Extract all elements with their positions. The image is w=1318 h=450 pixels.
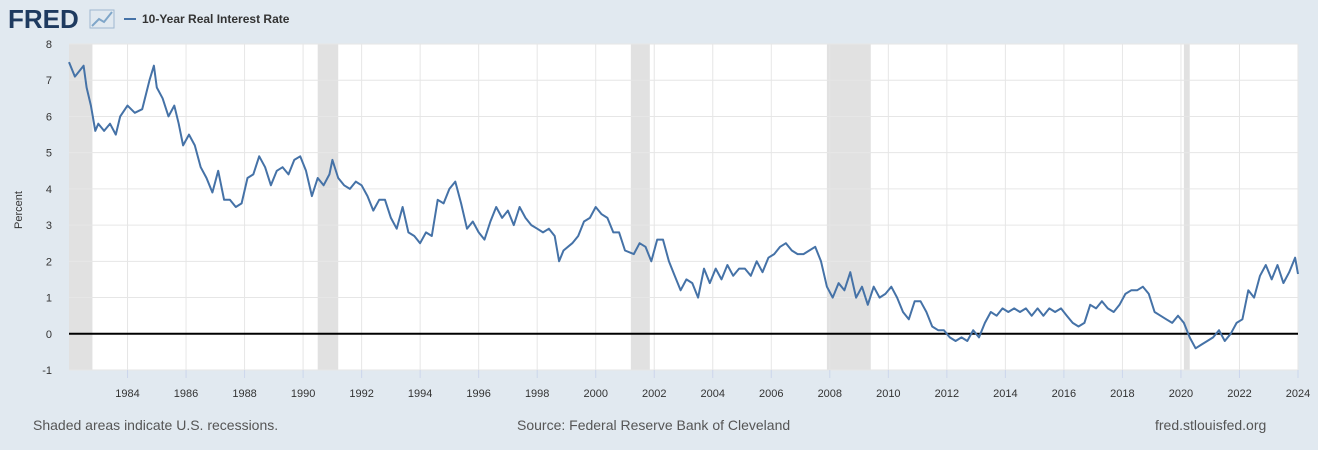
y-tick-label: 1 [46, 293, 52, 305]
x-tick-label: 1988 [232, 388, 256, 400]
recession-band [1183, 44, 1190, 370]
y-tick-label: 5 [46, 148, 52, 160]
y-tick-label: 7 [46, 75, 52, 87]
x-tick-label: 2018 [1110, 388, 1134, 400]
x-tick-label: 2006 [759, 388, 783, 400]
x-tick-label: 1986 [174, 388, 198, 400]
recession-band [69, 44, 93, 370]
x-tick-label: 2024 [1286, 388, 1310, 400]
x-tick-label: 1996 [466, 388, 490, 400]
x-tick-label: 2012 [935, 388, 959, 400]
series-line [68, 61, 1299, 350]
y-tick-label: 6 [46, 111, 52, 123]
y-axis-label: Percent [13, 191, 25, 229]
y-tick-label: 0 [46, 329, 52, 341]
source: Source: Federal Reserve Bank of Clevelan… [517, 417, 790, 433]
x-tick-label: 1994 [408, 388, 432, 400]
x-tick-label: 2002 [642, 388, 666, 400]
y-tick-label: 2 [46, 256, 52, 268]
y-tick-label: 3 [46, 220, 52, 232]
x-tick-label: 1984 [115, 388, 139, 400]
x-tick-label: 2020 [1169, 388, 1193, 400]
logo-icon-frame [89, 9, 115, 29]
x-tick-label: 2010 [876, 388, 900, 400]
x-tick-label: 2014 [993, 388, 1017, 400]
x-tick-label: 2000 [583, 388, 607, 400]
recession-band [317, 44, 339, 370]
y-tick-label: 4 [46, 184, 52, 196]
y-tick-label: -1 [42, 365, 52, 377]
logo[interactable]: FRED [8, 4, 79, 34]
x-tick-label: 2022 [1227, 388, 1251, 400]
site[interactable]: fred.stlouisfed.org [1155, 417, 1266, 433]
recession-band [630, 44, 650, 370]
plot-area [69, 44, 1298, 370]
legend-label: 10-Year Real Interest Rate [142, 12, 290, 26]
x-tick-label: 1992 [349, 388, 373, 400]
x-tick-label: 2016 [1052, 388, 1076, 400]
recession-note: Shaded areas indicate U.S. recessions. [33, 417, 278, 433]
x-tick-label: 1990 [291, 388, 315, 400]
x-tick-label: 1998 [525, 388, 549, 400]
logo-icon [91, 11, 113, 27]
y-tick-label: 8 [46, 39, 52, 51]
x-tick-label: 2008 [818, 388, 842, 400]
x-tick-label: 2004 [701, 388, 725, 400]
recession-band [826, 44, 871, 370]
